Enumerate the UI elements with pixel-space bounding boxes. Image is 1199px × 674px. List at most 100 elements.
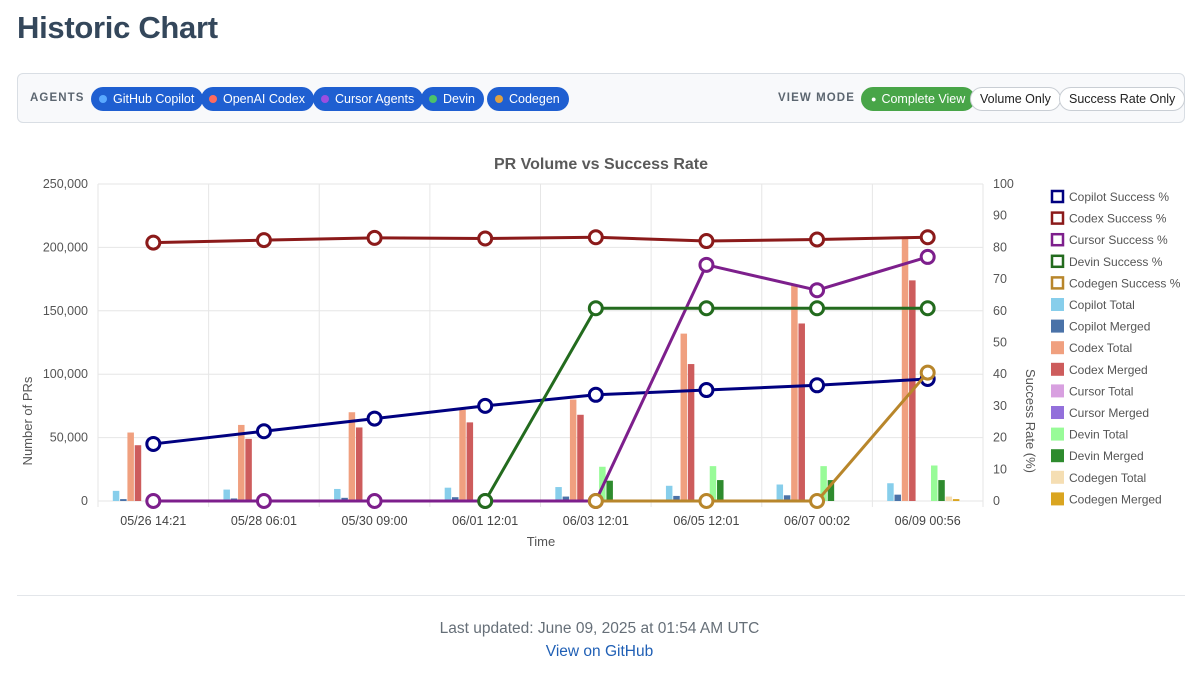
bar-devin-merged — [606, 480, 613, 501]
page-title: Historic Chart — [17, 10, 218, 45]
active-dot-icon: ● — [871, 94, 877, 104]
point-copilot-success- — [477, 397, 494, 414]
x-axis-label: Time — [527, 534, 555, 549]
success-rate-only-button[interactable]: Success Rate Only — [1059, 87, 1186, 111]
bar-codex-total — [791, 285, 798, 501]
bar-copilot-total — [887, 483, 894, 501]
point-devin-success- — [587, 300, 604, 317]
agent-chip-label: Devin — [443, 92, 475, 106]
point-codex-success- — [587, 229, 604, 246]
agent-chip-openai-codex[interactable]: OpenAI Codex — [201, 87, 314, 111]
point-copilot-success- — [145, 435, 162, 452]
agent-chip-cursor-agents[interactable]: Cursor Agents — [313, 87, 424, 111]
agent-dot-icon — [321, 95, 329, 103]
legend-label: Copilot Total — [1069, 298, 1135, 312]
point-devin-success- — [698, 300, 715, 317]
bar-devin-merged — [827, 480, 835, 501]
y2-tick-label: 60 — [993, 304, 1007, 318]
legend-swatch — [1050, 232, 1065, 247]
point-cursor-success- — [255, 493, 272, 509]
agent-dot-icon — [495, 95, 503, 103]
legend-label: Copilot Success % — [1069, 190, 1169, 204]
point-cursor-success- — [919, 248, 936, 265]
legend-swatch — [1051, 449, 1064, 463]
agent-chip-label: OpenAI Codex — [223, 92, 305, 106]
chart-legend: Copilot Success % Codex Success % Cursor S… — [1050, 189, 1181, 506]
point-copilot-success- — [366, 410, 383, 427]
agent-chip-github-copilot[interactable]: GitHub Copilot — [91, 87, 204, 111]
legend-swatch — [1051, 319, 1064, 333]
agent-dot-icon — [429, 95, 437, 103]
x-tick-label: 06/05 12:01 — [673, 514, 739, 528]
x-tick-label: 06/03 12:01 — [563, 514, 629, 528]
point-copilot-success- — [587, 386, 604, 403]
y2-tick-label: 30 — [993, 399, 1007, 413]
volume-only-button[interactable]: Volume Only — [970, 87, 1061, 111]
y2-tick-label: 100 — [993, 177, 1014, 191]
y2-tick-label: 80 — [993, 240, 1007, 254]
bar-devin-merged — [717, 480, 724, 501]
bar-copilot-total — [776, 484, 784, 501]
bar-codex-merged — [245, 438, 252, 501]
agent-chip-codegen[interactable]: Codegen — [487, 87, 569, 111]
point-cursor-success- — [145, 493, 162, 509]
view-on-github-link[interactable]: View on GitHub — [545, 643, 654, 660]
legend-swatch — [1051, 470, 1064, 484]
bar-codex-total — [569, 399, 577, 501]
line-codegen-success- — [595, 371, 929, 503]
bar-codex-total — [901, 238, 909, 502]
point-copilot-success- — [698, 382, 715, 399]
chart-title: PR Volume vs Success Rate — [494, 156, 708, 173]
bar-copilot-merged — [451, 497, 459, 501]
bar-copilot-merged — [562, 496, 570, 501]
chart-axes: 0 50,000 100,000 150,000 200,000 250,000 0 10 20… — [43, 177, 1014, 528]
y2-tick-label: 40 — [993, 367, 1007, 381]
line-cursor-success- — [153, 255, 929, 503]
point-copilot-success- — [809, 377, 826, 394]
complete-view-button[interactable]: ● Complete View — [861, 87, 976, 111]
agent-dot-icon — [99, 95, 107, 103]
legend-label: Copilot Merged — [1069, 320, 1150, 334]
legend-label: Cursor Total — [1069, 384, 1133, 398]
bar-devin-total — [820, 466, 827, 501]
agent-chip-label: Codegen — [509, 92, 560, 106]
bar-codex-total — [127, 432, 134, 501]
chart-grid — [97, 183, 984, 507]
bar-codex-merged — [134, 445, 142, 501]
y-tick-label: 100,000 — [43, 367, 88, 381]
x-tick-label: 05/28 06:01 — [231, 514, 297, 528]
point-codegen-success- — [919, 364, 936, 381]
legend-label: Devin Merged — [1069, 449, 1144, 463]
y2-tick-label: 50 — [993, 336, 1007, 350]
bar-codex-merged — [577, 414, 584, 501]
point-cursor-success- — [698, 256, 715, 273]
legend-swatch — [1051, 298, 1064, 311]
bar-codex-merged — [798, 323, 805, 501]
line-copilot-success- — [153, 377, 928, 446]
point-copilot-success- — [255, 423, 272, 440]
bar-copilot-total — [334, 488, 341, 501]
agent-chip-devin[interactable]: Devin — [421, 87, 484, 111]
point-codegen-success- — [698, 493, 715, 509]
bar-codex-merged — [355, 427, 363, 501]
legend-label: Codegen Merged — [1069, 492, 1162, 506]
legend-label: Codex Merged — [1069, 363, 1148, 377]
bar-copilot-total — [112, 490, 120, 501]
bar-codegen-total — [945, 496, 953, 501]
legend-swatch — [1051, 341, 1064, 355]
x-tick-label: 06/09 00:56 — [895, 514, 961, 528]
point-codegen-success- — [809, 493, 826, 509]
mode-label: Complete View — [881, 92, 966, 106]
y2-tick-label: 70 — [993, 272, 1007, 286]
footer-divider — [17, 595, 1185, 596]
view-mode-label: VIEW MODE — [778, 92, 855, 104]
bar-codex-merged — [687, 364, 695, 501]
legend-swatch — [1050, 189, 1065, 204]
y-tick-label: 0 — [81, 494, 88, 508]
legend-label: Devin Total — [1069, 428, 1128, 442]
agent-chip-label: Cursor Agents — [335, 92, 415, 106]
legend-swatch — [1050, 276, 1065, 290]
legend-swatch — [1051, 492, 1064, 506]
point-codex-success- — [366, 229, 383, 246]
mode-label: Success Rate Only — [1069, 92, 1176, 106]
